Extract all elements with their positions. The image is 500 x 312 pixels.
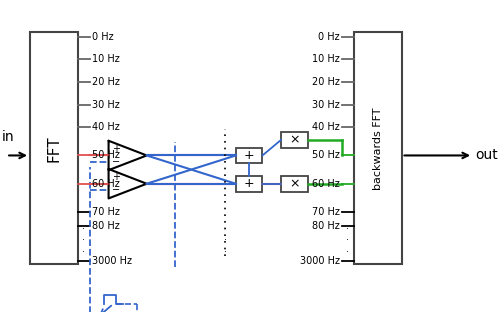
Bar <box>236 176 262 192</box>
Text: FFT: FFT <box>46 135 62 162</box>
Text: backwards FFT: backwards FFT <box>373 107 383 190</box>
Text: 40 Hz: 40 Hz <box>312 122 340 132</box>
Text: 50 Hz: 50 Hz <box>92 150 120 160</box>
Text: 50 Hz: 50 Hz <box>312 150 340 160</box>
Text: 20 Hz: 20 Hz <box>92 77 120 87</box>
Text: ·
·
·: · · · <box>346 224 350 257</box>
Text: 80 Hz: 80 Hz <box>92 221 120 231</box>
Text: ·
·
·: · · · <box>224 224 227 257</box>
Text: 10 Hz: 10 Hz <box>92 54 120 64</box>
Text: 60 Hz: 60 Hz <box>92 179 120 189</box>
Text: ·
·
·: · · · <box>82 224 85 257</box>
Text: 70 Hz: 70 Hz <box>312 207 340 217</box>
Bar <box>281 176 307 192</box>
Text: −: − <box>112 157 120 167</box>
Bar <box>281 132 307 148</box>
Text: 3000 Hz: 3000 Hz <box>92 256 132 266</box>
Text: 70 Hz: 70 Hz <box>92 207 120 217</box>
Bar <box>30 32 78 264</box>
Text: out: out <box>476 149 498 163</box>
Text: +: + <box>244 177 254 190</box>
Text: 80 Hz: 80 Hz <box>312 221 340 231</box>
Text: 30 Hz: 30 Hz <box>312 100 340 110</box>
Bar <box>354 32 402 264</box>
Text: +: + <box>112 144 120 154</box>
Text: 10 Hz: 10 Hz <box>312 54 340 64</box>
Text: 0 Hz: 0 Hz <box>318 32 340 42</box>
Bar <box>236 148 262 163</box>
Text: 40 Hz: 40 Hz <box>92 122 120 132</box>
Text: 60 Hz: 60 Hz <box>312 179 340 189</box>
Text: 0 Hz: 0 Hz <box>92 32 114 42</box>
Text: ×: × <box>289 134 300 146</box>
Text: +: + <box>112 172 120 182</box>
Text: ×: × <box>289 177 300 190</box>
Text: 30 Hz: 30 Hz <box>92 100 120 110</box>
Text: in: in <box>2 130 14 144</box>
Text: −: − <box>112 185 120 195</box>
Text: +: + <box>244 149 254 162</box>
Text: 20 Hz: 20 Hz <box>312 77 340 87</box>
Text: 3000 Hz: 3000 Hz <box>300 256 340 266</box>
